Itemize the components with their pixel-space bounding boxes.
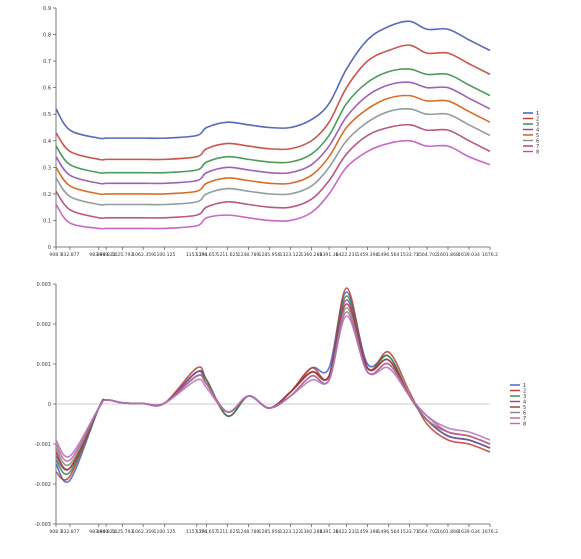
legend-label: 4	[536, 127, 539, 133]
legend-label: 7	[523, 416, 526, 422]
x-tick-label: 1360.288	[301, 529, 323, 535]
y-tick-label: -0.001	[35, 442, 51, 448]
x-tick-label: 1533.73	[400, 529, 419, 535]
y-tick-label: 0.4	[43, 139, 51, 145]
x-tick-label: 1422.231	[336, 252, 358, 258]
x-tick-label: 1564.702	[416, 252, 438, 258]
legend-label: 3	[536, 122, 539, 128]
x-tick-label: 1174.657	[196, 252, 218, 258]
series-line-5	[55, 303, 491, 471]
legend-label: 5	[536, 133, 539, 139]
x-tick-label: 932.877	[60, 529, 79, 535]
x-tick-label: 983.849	[89, 529, 108, 535]
legend-label: 2	[523, 388, 526, 394]
legend-label: 5	[523, 405, 526, 411]
series-line-4	[55, 299, 491, 471]
series-line-6	[55, 108, 491, 206]
legend-label: 3	[523, 394, 526, 400]
x-tick-label: 1459.398	[357, 529, 379, 535]
series-line-2	[55, 44, 491, 161]
x-tick-label: 1422.231	[336, 529, 358, 535]
y-tick-label: -0.003	[35, 522, 51, 528]
x-tick-label: 1601.868	[437, 529, 459, 535]
x-tick-label: 1211.625	[217, 529, 239, 535]
legend-label: 8	[523, 421, 526, 427]
legend-label: 6	[536, 138, 539, 144]
series-line-1	[55, 20, 491, 140]
legend-label: 2	[536, 116, 539, 122]
y-tick-label: 0.003	[37, 282, 51, 288]
x-tick-label: 1062.359	[132, 252, 154, 258]
series-line-4	[55, 81, 491, 185]
x-tick-label: 1360.288	[301, 252, 323, 258]
x-tick-label: 908.1	[49, 529, 62, 535]
x-tick-label: 1157.291	[186, 529, 208, 535]
y-tick-label: 0.6	[43, 86, 51, 92]
x-tick-label: 1676.2	[482, 529, 498, 535]
series-line-1	[55, 291, 491, 483]
x-tick-label: 1285.956	[259, 529, 281, 535]
legend-label: 1	[536, 111, 539, 117]
series-line-8	[55, 315, 491, 458]
x-tick-label: 1157.291	[186, 252, 208, 258]
series-line-3	[55, 295, 491, 475]
x-tick-label: 1323.122	[280, 529, 302, 535]
series-line-7	[55, 311, 491, 462]
x-tick-label: 1459.398	[357, 252, 379, 258]
x-tick-label: 1639.034	[458, 529, 480, 535]
series-line-7	[55, 123, 491, 220]
x-tick-label: 1025.793	[112, 252, 134, 258]
top-spectra-chart: 0 0.1 0.2 0.3 0.4 0.5 0.6 0.7 0.8 0.9 908.1932.877…	[43, 6, 539, 258]
series-line-6	[55, 307, 491, 467]
x-tick-label: 1025.793	[112, 529, 134, 535]
y-tick-label: 0.3	[43, 165, 51, 171]
x-tick-label: 1391.36	[320, 529, 339, 535]
x-tick-label: 1248.789	[238, 529, 260, 535]
y-tick-label: 0	[48, 245, 51, 251]
y-tick-label: -0.002	[35, 482, 51, 488]
x-tick-label: 1100.125	[154, 252, 176, 258]
legend-label: 8	[536, 149, 539, 155]
x-tick-label: 1564.702	[416, 529, 438, 535]
x-tick-label: 983.849	[89, 252, 108, 258]
y-tick-label: 0.5	[43, 112, 51, 118]
y-tick-label: 0.7	[43, 59, 51, 65]
y-tick-label: 0.2	[43, 192, 51, 198]
x-tick-label: 1100.125	[154, 529, 176, 535]
series-line-8	[55, 139, 491, 230]
y-tick-label: 0.9	[43, 6, 51, 12]
x-tick-label: 1323.122	[280, 252, 302, 258]
x-tick-label: 908.1	[49, 252, 62, 258]
series-line-5	[55, 94, 491, 196]
x-tick-label: 1062.359	[132, 529, 154, 535]
x-tick-label: 1601.868	[437, 252, 459, 258]
x-tick-label: 1391.36	[320, 252, 339, 258]
y-tick-label: 0.001	[37, 362, 51, 368]
x-tick-label: 1639.034	[458, 252, 480, 258]
x-tick-label: 1285.956	[259, 252, 281, 258]
x-tick-label: 1496.564	[378, 529, 400, 535]
legend-label: 4	[523, 399, 526, 405]
x-tick-label: 1174.657	[196, 529, 218, 535]
y-tick-label: 0.002	[37, 322, 51, 328]
y-tick-label: 0.8	[43, 33, 51, 39]
x-tick-label: 996.821	[97, 529, 116, 535]
legend-label: 7	[536, 144, 539, 150]
x-tick-label: 1211.625	[217, 252, 239, 258]
bottom-derivative-chart: -0.003-0.002-0.00100.0010.0020.003908.19…	[35, 282, 526, 535]
series-line-3	[55, 68, 491, 175]
x-tick-label: 1676.2	[482, 252, 498, 258]
x-tick-label: 996.821	[97, 252, 116, 258]
x-tick-label: 1533.73	[400, 252, 419, 258]
x-tick-label: 1248.789	[238, 252, 260, 258]
series-line-2	[55, 287, 491, 481]
legend-label: 6	[523, 410, 526, 416]
x-tick-label: 1496.564	[378, 252, 400, 258]
y-tick-label: 0	[48, 402, 51, 408]
legend-label: 1	[523, 383, 526, 389]
y-tick-label: 0.1	[43, 218, 51, 224]
x-tick-label: 932.877	[60, 252, 79, 258]
